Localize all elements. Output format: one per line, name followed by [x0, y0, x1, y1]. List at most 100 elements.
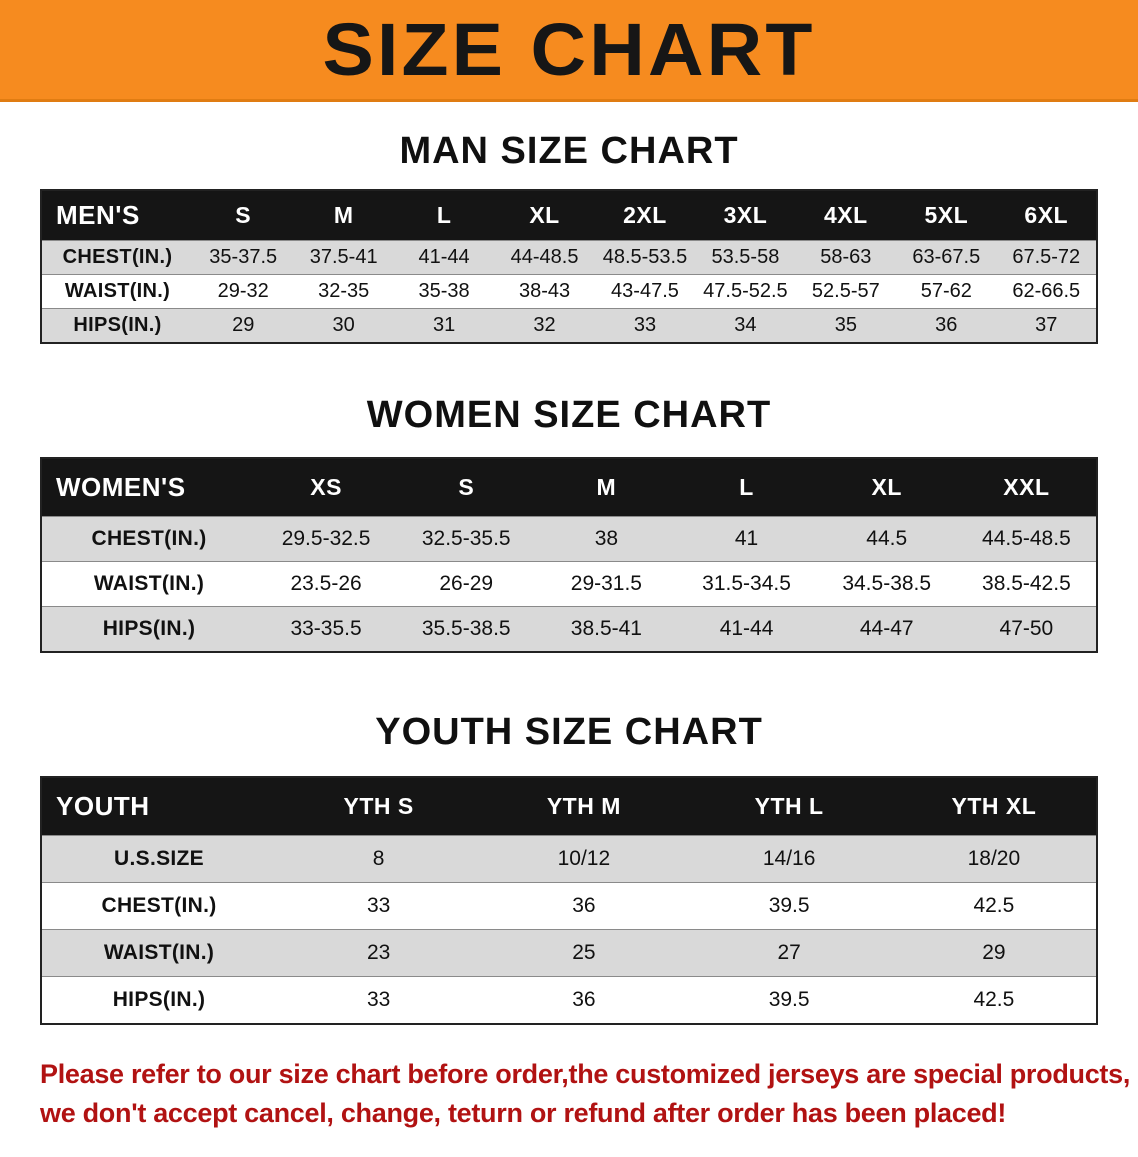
size-column-header: M [536, 458, 677, 517]
row-label: WAIST(IN.) [41, 274, 193, 309]
size-column-header: XS [256, 458, 397, 517]
size-column-header: YTH M [481, 777, 687, 836]
row-label: WAIST(IN.) [41, 929, 276, 977]
size-value-cell: 48.5-53.5 [594, 240, 696, 275]
table-row: WAIST(IN.) 23 25 27 29 [41, 929, 1097, 977]
table-row: HIPS(IN.) 33 36 39.5 42.5 [41, 976, 1097, 1024]
size-value-cell: 44.5-48.5 [956, 516, 1097, 562]
size-value-cell: 33 [276, 976, 482, 1024]
table-row: CHEST(IN.) 35-37.5 37.5-41 41-44 44-48.5 48.5… [41, 240, 1097, 275]
size-value-cell: 34.5-38.5 [816, 561, 957, 607]
size-chart-title: SIZE CHART [322, 8, 816, 91]
size-value-cell: 29-31.5 [536, 561, 677, 607]
size-column-header: L [393, 190, 495, 241]
women-size-chart-section: WOMEN SIZE CHART WOMEN'S XS S M L XL XXL CHEST(… [0, 394, 1138, 653]
women-size-chart-heading: WOMEN SIZE CHART [366, 394, 772, 436]
size-value-cell: 10/12 [481, 835, 687, 883]
size-column-header: 4XL [795, 190, 897, 241]
table-row: WAIST(IN.) 29-32 32-35 35-38 38-43 43-47.5 47.… [41, 274, 1097, 309]
size-value-cell: 26-29 [396, 561, 537, 607]
size-value-cell: 39.5 [686, 976, 892, 1024]
table-corner-label: YOUTH [41, 777, 276, 836]
size-value-cell: 63-67.5 [896, 240, 997, 275]
size-value-cell: 38 [536, 516, 677, 562]
size-value-cell: 44.5 [816, 516, 957, 562]
size-value-cell: 32-35 [293, 274, 394, 309]
man-size-chart-heading: MAN SIZE CHART [399, 130, 739, 172]
size-value-cell: 33-35.5 [256, 606, 397, 652]
notice-line-2: we don't accept cancel, change, teturn o… [40, 1098, 1007, 1129]
row-label: U.S.SIZE [41, 835, 276, 883]
size-value-cell: 38.5-42.5 [956, 561, 1097, 607]
men-size-table: MEN'S S M L XL 2XL 3XL 4XL 5XL 6XL CHEST(IN.) 35-37… [40, 189, 1098, 344]
size-value-cell: 44-47 [816, 606, 957, 652]
size-value-cell: 35-38 [393, 274, 495, 309]
size-column-header: L [676, 458, 817, 517]
size-value-cell: 29.5-32.5 [256, 516, 397, 562]
size-value-cell: 31.5-34.5 [676, 561, 817, 607]
table-row: CHEST(IN.) 33 36 39.5 42.5 [41, 882, 1097, 930]
order-notice: Please refer to our size chart before or… [40, 1055, 1131, 1133]
size-column-header: XL [494, 190, 595, 241]
header-row: YOUTH YTH S YTH M YTH L YTH XL [41, 777, 1097, 836]
size-value-cell: 62-66.5 [996, 274, 1097, 309]
size-value-cell: 35 [795, 308, 897, 343]
size-column-header: YTH S [276, 777, 482, 836]
size-value-cell: 67.5-72 [996, 240, 1097, 275]
size-value-cell: 36 [481, 976, 687, 1024]
table-row: HIPS(IN.) 33-35.5 35.5-38.5 38.5-41 41-44 44-… [41, 606, 1097, 652]
size-column-header: S [396, 458, 537, 517]
size-value-cell: 29 [193, 308, 294, 343]
header-row: WOMEN'S XS S M L XL XXL [41, 458, 1097, 517]
size-value-cell: 29-32 [193, 274, 294, 309]
size-value-cell: 30 [293, 308, 394, 343]
size-value-cell: 8 [276, 835, 482, 883]
row-label: HIPS(IN.) [41, 308, 193, 343]
youth-size-table: YOUTH YTH S YTH M YTH L YTH XL U.S.SIZE 8 10/12… [40, 776, 1098, 1025]
size-column-header: XXL [956, 458, 1097, 517]
size-value-cell: 38.5-41 [536, 606, 677, 652]
size-chart-content: MAN SIZE CHART MEN'S S M L XL 2XL 3XL 4XL 5XL 6XL… [0, 130, 1138, 1025]
men-size-chart-section: MAN SIZE CHART MEN'S S M L XL 2XL 3XL 4XL 5XL 6XL… [0, 130, 1138, 344]
table-corner-label: WOMEN'S [41, 458, 256, 517]
size-value-cell: 36 [896, 308, 997, 343]
size-value-cell: 37.5-41 [293, 240, 394, 275]
size-value-cell: 52.5-57 [795, 274, 897, 309]
size-value-cell: 35.5-38.5 [396, 606, 537, 652]
size-value-cell: 29 [891, 929, 1097, 977]
size-value-cell: 33 [594, 308, 696, 343]
size-value-cell: 57-62 [896, 274, 997, 309]
size-value-cell: 38-43 [494, 274, 595, 309]
women-size-table: WOMEN'S XS S M L XL XXL CHEST(IN.) 29.5-32.5 32.5… [40, 457, 1098, 653]
table-row: WAIST(IN.) 23.5-26 26-29 29-31.5 31.5-34.5 34… [41, 561, 1097, 607]
size-column-header: S [193, 190, 294, 241]
row-label: HIPS(IN.) [41, 976, 276, 1024]
size-value-cell: 27 [686, 929, 892, 977]
size-value-cell: 42.5 [891, 976, 1097, 1024]
size-value-cell: 18/20 [891, 835, 1097, 883]
size-value-cell: 44-48.5 [494, 240, 595, 275]
size-column-header: 2XL [594, 190, 696, 241]
table-corner-label: MEN'S [41, 190, 193, 241]
size-value-cell: 35-37.5 [193, 240, 294, 275]
size-value-cell: 23 [276, 929, 482, 977]
size-value-cell: 58-63 [795, 240, 897, 275]
youth-size-chart-section: YOUTH SIZE CHART YOUTH YTH S YTH M YTH L YTH… [0, 711, 1138, 1025]
size-chart-banner: SIZE CHART [0, 0, 1138, 102]
row-label: CHEST(IN.) [41, 240, 193, 275]
size-value-cell: 41 [676, 516, 817, 562]
size-value-cell: 33 [276, 882, 482, 930]
size-value-cell: 37 [996, 308, 1097, 343]
table-row: CHEST(IN.) 29.5-32.5 32.5-35.5 38 41 44.5 44.5… [41, 516, 1097, 562]
table-row: HIPS(IN.) 29 30 31 32 33 34 35 36 37 [41, 308, 1097, 343]
size-value-cell: 14/16 [686, 835, 892, 883]
size-value-cell: 53.5-58 [695, 240, 796, 275]
size-value-cell: 41-44 [393, 240, 495, 275]
size-column-header: 3XL [695, 190, 796, 241]
size-value-cell: 47.5-52.5 [695, 274, 796, 309]
notice-line-1: Please refer to our size chart before or… [40, 1059, 1131, 1089]
header-row: MEN'S S M L XL 2XL 3XL 4XL 5XL 6XL [41, 190, 1097, 241]
youth-size-chart-heading: YOUTH SIZE CHART [375, 711, 763, 753]
size-column-header: M [293, 190, 394, 241]
